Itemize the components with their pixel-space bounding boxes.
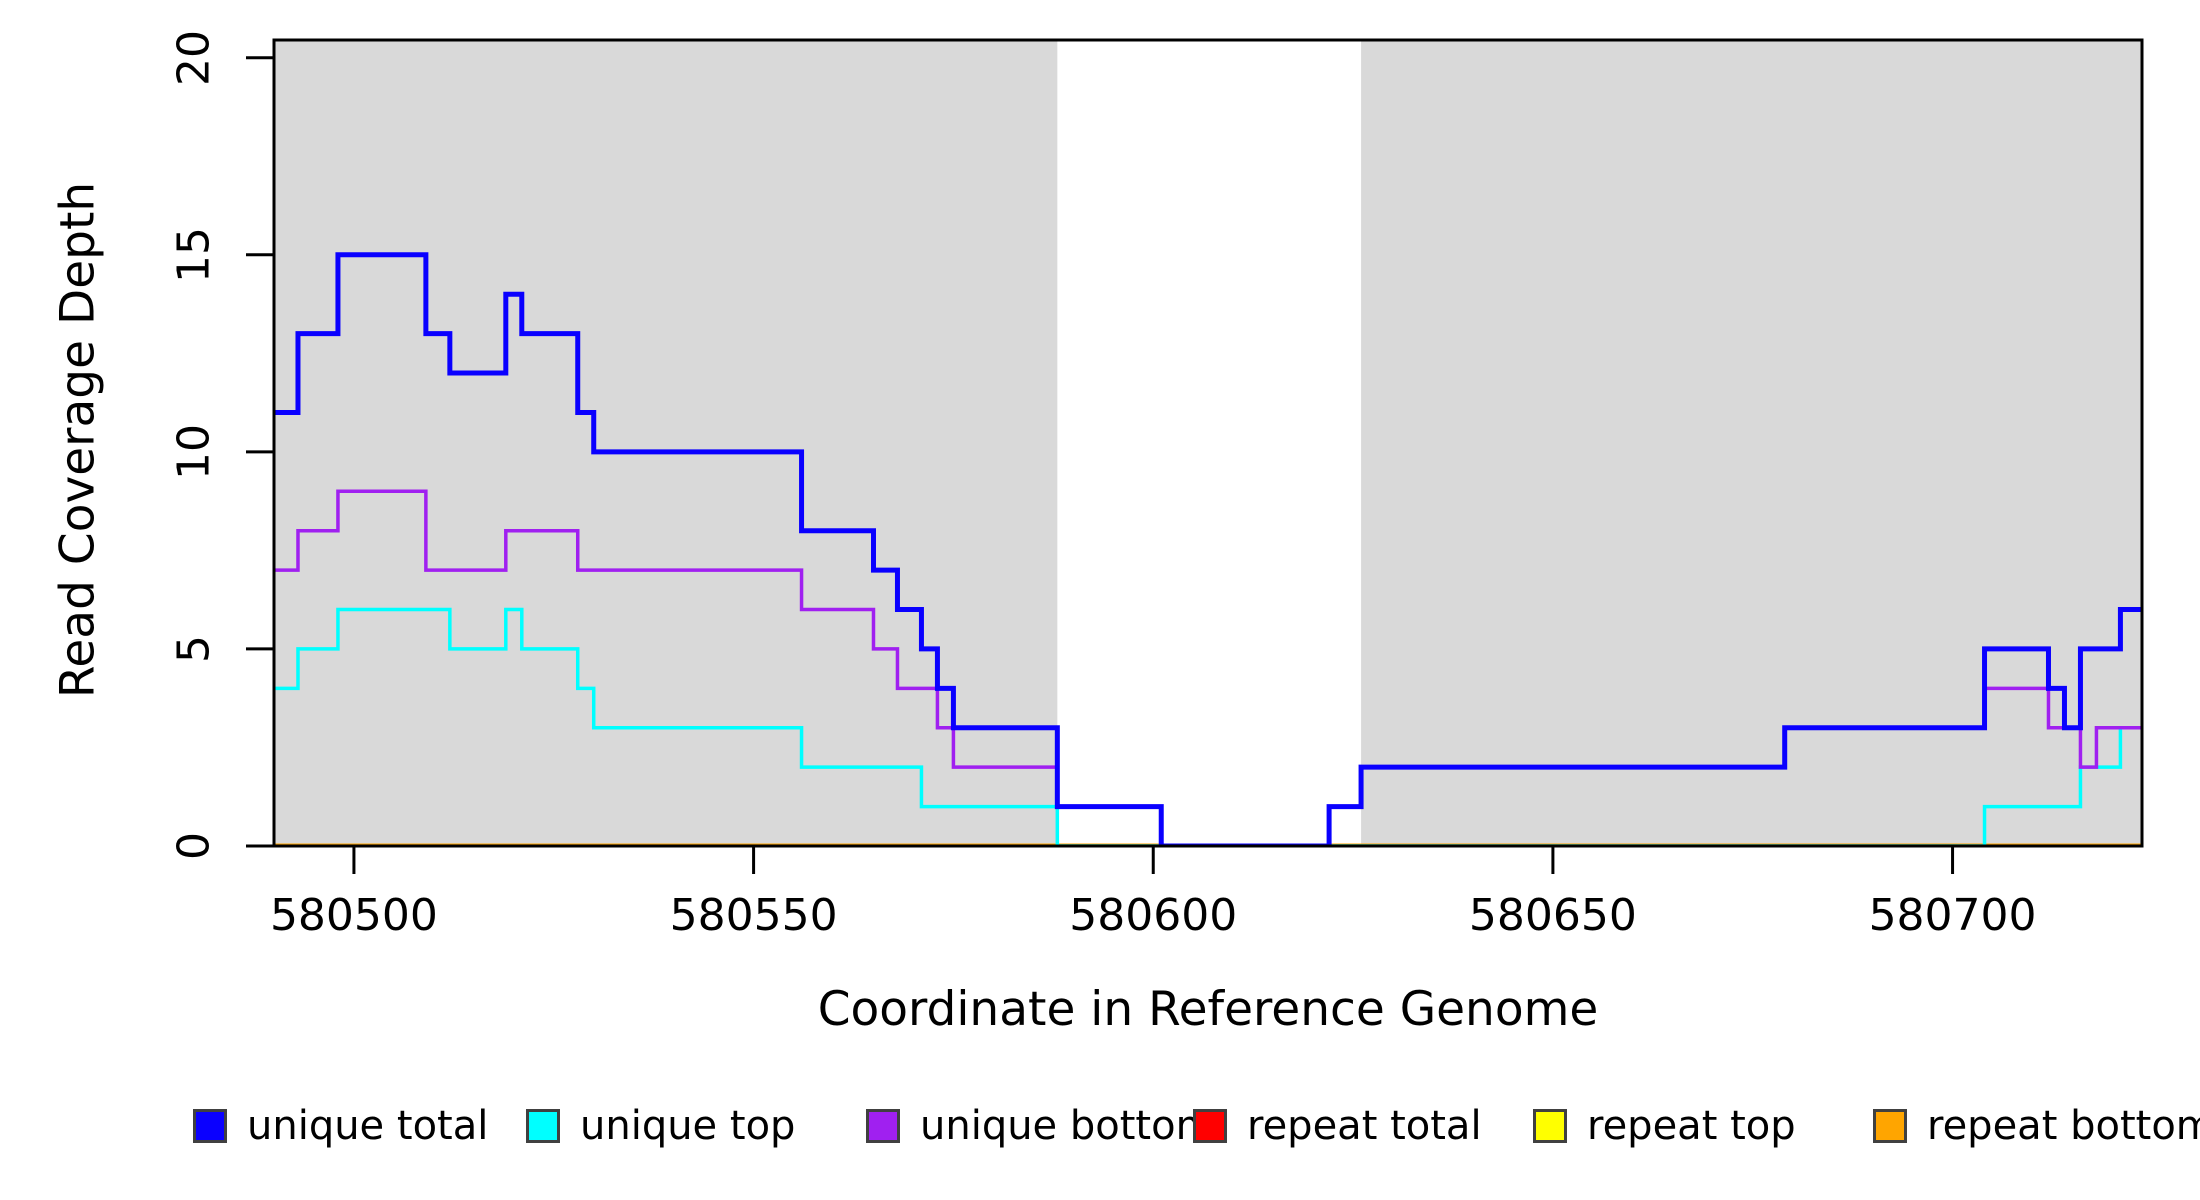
series-lines — [274, 252, 2142, 846]
repeat-total-swatch — [1193, 1109, 1227, 1143]
x-axis-title: Coordinate in Reference Genome — [817, 982, 1599, 1037]
legend-label: unique top — [580, 1103, 796, 1149]
shaded-regions — [274, 40, 2142, 846]
axis-ticks — [246, 56, 1955, 874]
x-tick-label-580650: 580650 — [1468, 890, 1637, 941]
legend-item-unique-total: unique total — [193, 1104, 488, 1148]
legend-item-repeat-bottom: repeat bottom — [1873, 1104, 2200, 1148]
legend-label: unique total — [247, 1103, 489, 1149]
legend-item-repeat-top: repeat top — [1533, 1104, 1796, 1148]
x-tick-label-580500: 580500 — [269, 890, 438, 941]
y-tick-label-20: 20 — [168, 29, 220, 86]
unique-bottom-swatch — [866, 1109, 900, 1143]
x-tick-label-580600: 580600 — [1069, 890, 1238, 941]
x-tick-label-580700: 580700 — [1868, 890, 2037, 941]
legend-label: repeat bottom — [1927, 1103, 2200, 1149]
repeat-top-swatch — [1533, 1109, 1567, 1143]
plot-border — [272, 38, 2144, 848]
legend-label: unique bottom — [920, 1103, 1215, 1149]
y-tick-label-0: 0 — [168, 832, 220, 860]
legend-item-repeat-total: repeat total — [1193, 1104, 1482, 1148]
legend-item-unique-top: unique top — [526, 1104, 795, 1148]
unique-total-swatch — [193, 1109, 227, 1143]
unique-top-swatch — [526, 1109, 560, 1143]
legend-label: repeat top — [1587, 1103, 1796, 1149]
y-axis-title: Read Coverage Depth — [50, 181, 106, 699]
x-tick-label-580550: 580550 — [669, 890, 838, 941]
y-tick-label-10: 10 — [168, 423, 220, 480]
y-tick-label-5: 5 — [168, 634, 220, 663]
repeat-bottom-swatch — [1873, 1109, 1907, 1143]
legend-label: repeat total — [1247, 1103, 1482, 1149]
y-tick-label-15: 15 — [168, 226, 220, 283]
legend-item-unique-bottom: unique bottom — [866, 1104, 1215, 1148]
